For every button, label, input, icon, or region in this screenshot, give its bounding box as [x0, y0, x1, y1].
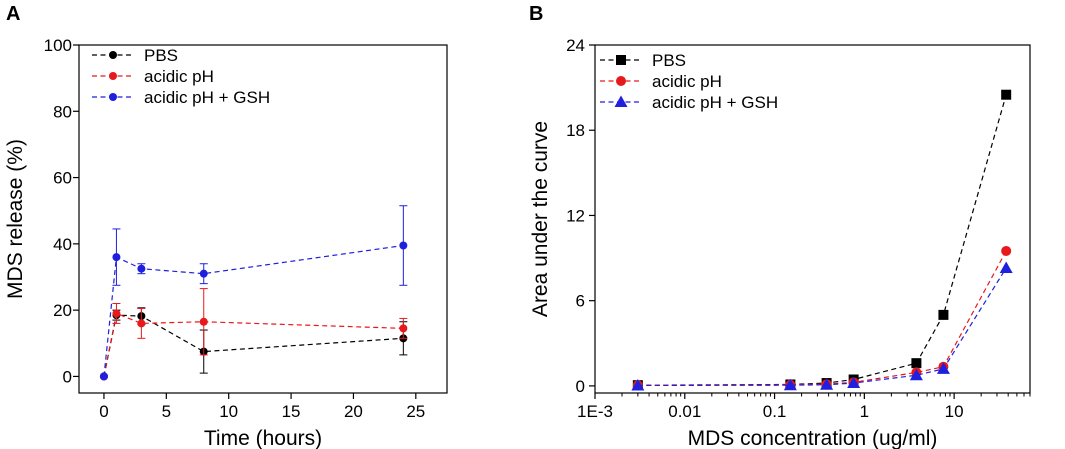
chart-b-series-2-point: [783, 378, 797, 391]
chart-a-legend-marker-1: [109, 72, 117, 80]
chart-a-series-2-point: [99, 372, 108, 381]
chart-a-x-tick-label: 25: [406, 402, 425, 421]
chart-a-x-tick-label: 0: [99, 402, 108, 421]
chart-a-y-tick-label: 100: [44, 36, 72, 55]
chart-b-series-0-point: [911, 358, 922, 369]
chart-b-x-tick-label: 0.1: [763, 402, 787, 421]
chart-a-series-2-line: [103, 244, 404, 377]
chart-a-series-0-line: [103, 314, 404, 377]
chart-a-x-tick-label: 5: [162, 402, 171, 421]
chart-b-series-0-point: [938, 309, 949, 320]
chart-b-series-2-line: [637, 267, 1007, 387]
chart-a-y-axis-title: MDS release (%): [4, 139, 27, 299]
chart-b-series-0-line: [637, 94, 1007, 386]
chart-b-x-tick-label: 10: [945, 402, 964, 421]
chart-b-legend-label-2: acidic pH + GSH: [652, 93, 778, 112]
chart-b-x-tick-label: 1: [860, 402, 869, 421]
chart-b-x-tick-label: 0.01: [668, 402, 701, 421]
chart-a-y-tick-label: 80: [53, 102, 72, 121]
chart-a-legend-label-2: acidic pH + GSH: [144, 88, 270, 107]
chart-b-series-2-point: [936, 362, 950, 374]
panel-label-b: B: [529, 3, 543, 25]
chart-b-legend-label-0: PBS: [652, 51, 686, 70]
chart-b-series-2-point: [820, 378, 834, 390]
chart-b-legend-marker-0: [616, 55, 626, 65]
chart-b-y-tick-label: 24: [566, 36, 585, 55]
chart-b-series-2-point: [847, 376, 861, 389]
chart-b-y-tick-label: 0: [576, 377, 585, 396]
chart-b-y-tick-label: 6: [576, 292, 585, 311]
chart-b-legend-label-1: acidic pH: [652, 72, 722, 91]
chart-b-plot-frame: [594, 44, 1031, 394]
chart-a-series-1-point: [112, 309, 121, 318]
chart-a-series-2-point: [399, 241, 408, 250]
chart-b-series-1-line: [637, 250, 1007, 386]
chart-a-y-tick-label: 40: [53, 235, 72, 254]
chart-a-y-tick-label: 60: [53, 169, 72, 188]
chart-a-x-axis-title: Time (hours): [204, 427, 322, 449]
chart-a-legend-label-1: acidic pH: [144, 67, 214, 86]
chart-b-legend-marker-2: [614, 95, 628, 107]
chart-b-legend-marker-1: [616, 76, 626, 86]
chart-b-x-axis-title: MDS concentration (ug/ml): [688, 427, 938, 449]
chart-a-x-tick-label: 10: [219, 402, 238, 421]
chart-a-series-2-point: [199, 269, 208, 278]
chart-b-y-tick-label: 18: [566, 121, 585, 140]
chart-a-legend-marker-0: [109, 51, 117, 59]
chart-a-x-tick-label: 15: [282, 402, 301, 421]
chart-a-series-2-point: [112, 253, 121, 262]
chart-b-series-1-point: [1001, 245, 1012, 256]
chart-b-y-tick-label: 12: [566, 206, 585, 225]
chart-a: 0 5 10 15 20 25 0 20 40 60 80 100 Time (hours) MDS re…: [4, 36, 448, 449]
chart-b-x-tick-label: 1E-3: [577, 402, 613, 421]
chart-b-y-axis-title: Area under the curve: [529, 121, 552, 317]
chart-a-legend-marker-2: [109, 93, 117, 101]
chart-a-x-tick-label: 20: [344, 402, 363, 421]
chart-a-y-tick-label: 0: [63, 367, 72, 386]
chart-b: 1E-3 0.01 0.1 1 10 0 6 12 18 24 MDS concentration …: [529, 36, 1031, 449]
chart-a-legend-label-0: PBS: [144, 46, 178, 65]
chart-b-series-2-point: [631, 378, 645, 391]
chart-a-series-1-line: [103, 312, 404, 377]
chart-a-series-1-point: [199, 317, 208, 326]
chart-b-series-2-point: [909, 368, 923, 381]
chart-b-series-0-point: [1001, 89, 1012, 100]
chart-a-series-2-point: [137, 264, 146, 273]
chart-a-plot-frame: [78, 44, 448, 394]
chart-a-series-1-point: [137, 319, 146, 328]
panel-label-a: A: [6, 3, 20, 25]
chart-b-series-2-point: [999, 261, 1013, 274]
chart-a-series-1-point: [399, 324, 408, 333]
chart-a-y-tick-label: 20: [53, 301, 72, 320]
